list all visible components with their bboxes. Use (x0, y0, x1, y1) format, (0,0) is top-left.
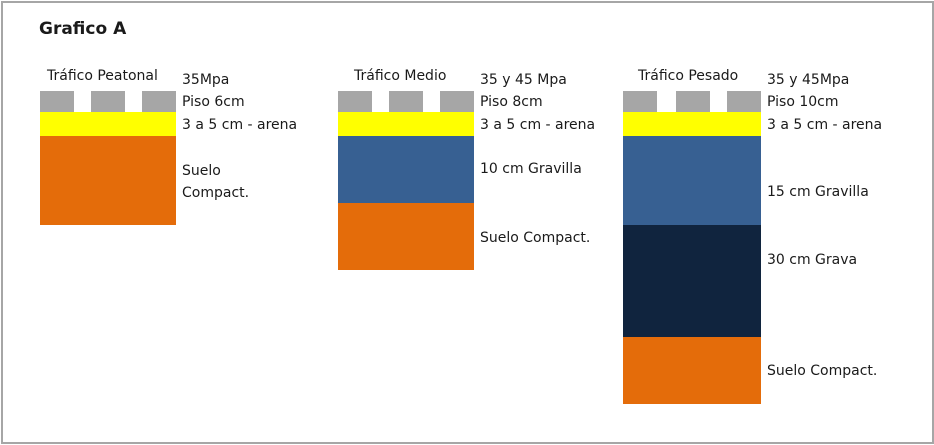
paver-tile (676, 91, 710, 112)
column-title: Tráfico Pesado (638, 68, 739, 84)
soil-label: Suelo Compact. (182, 163, 250, 201)
sand-label: 3 a 5 cm - arena (182, 117, 298, 133)
gravel-label: 30 cm Grava (767, 252, 858, 268)
gravel-layer (623, 225, 761, 337)
fine-gravel-layer (623, 136, 761, 225)
paver-tile (623, 91, 657, 112)
sand-layer (623, 112, 761, 136)
column-title: Tráfico Medio (354, 68, 447, 84)
sand-layer (338, 112, 474, 136)
fine-gravel-layer (338, 136, 474, 203)
soil-layer (40, 136, 176, 225)
sand-label: 3 a 5 cm - arena (480, 117, 596, 133)
sand-label: 3 a 5 cm - arena (767, 117, 883, 133)
soil-label: Suelo Compact. (480, 230, 591, 246)
paver-tile (727, 91, 761, 112)
strength-label: 35 y 45 Mpa (480, 72, 567, 88)
paver-tile (91, 91, 125, 112)
strength-label: 35Mpa (182, 72, 230, 88)
pavement-label: Piso 6cm (182, 94, 245, 110)
paver-tile (338, 91, 372, 112)
pavement-label: Piso 10cm (767, 94, 839, 110)
fine-gravel-label: 10 cm Gravilla (480, 161, 582, 177)
paver-tile (389, 91, 423, 112)
fine-gravel-label: 15 cm Gravilla (767, 184, 869, 200)
column-title: Tráfico Peatonal (47, 68, 158, 84)
paver-tile (440, 91, 474, 112)
pavement-tiles (40, 91, 176, 112)
pavement-tiles (623, 91, 761, 112)
paver-tile (142, 91, 176, 112)
strength-label: 35 y 45Mpa (767, 72, 850, 88)
soil-layer (623, 337, 761, 404)
sand-layer (40, 112, 176, 136)
paver-tile (40, 91, 74, 112)
soil-label: Suelo Compact. (767, 363, 878, 379)
figure-title: Grafico A (39, 19, 127, 39)
pavement-label: Piso 8cm (480, 94, 543, 110)
soil-layer (338, 203, 474, 270)
pavement-tiles (338, 91, 474, 112)
